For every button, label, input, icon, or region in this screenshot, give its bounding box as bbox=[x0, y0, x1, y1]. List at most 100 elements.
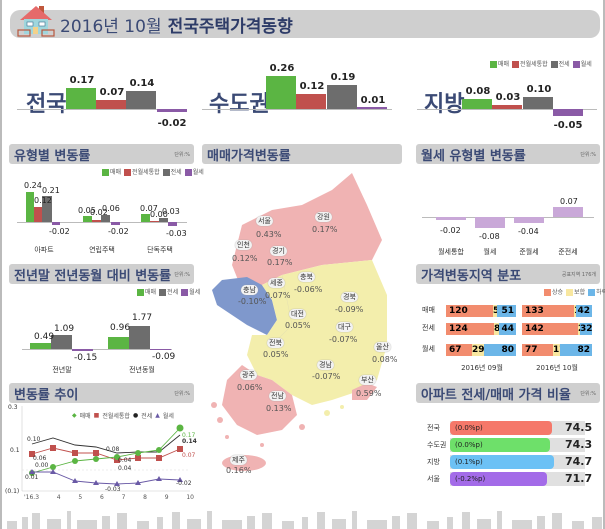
dist-label-sale: 매매 bbox=[422, 306, 435, 314]
region-chungbuk-value: -0.06% bbox=[294, 285, 323, 294]
region-gyeonggi-value: 0.17% bbox=[267, 258, 293, 267]
legend-jeonse-swatch bbox=[550, 61, 558, 68]
ratio-label-seoul: 서울 bbox=[427, 475, 440, 483]
bar-yearend-sale bbox=[30, 343, 51, 349]
val-national-sale: 0.17 bbox=[69, 75, 95, 86]
region-incheon[interactable]: 인천 bbox=[235, 240, 252, 250]
monthly-type-title: 월세 유형별 변동률 bbox=[421, 149, 526, 164]
dist-fall: 32 bbox=[580, 323, 593, 335]
region-gyeongbuk[interactable]: 경북 bbox=[341, 292, 358, 302]
bar-yearend-jeonse bbox=[51, 335, 72, 349]
summary-label-national: 전국 bbox=[26, 92, 67, 117]
region-jeju[interactable]: 제주 bbox=[230, 455, 247, 465]
bar-rowhouse-sale bbox=[83, 216, 92, 222]
monthly-type-title-bar: 월세 유형별 변동률 단위:% bbox=[416, 144, 600, 164]
val-rowhouse-combined: 0.02 bbox=[90, 208, 108, 217]
label-yearend: 전년말 bbox=[52, 366, 72, 374]
bar-yearend-monthly bbox=[72, 349, 93, 351]
dist-label-monthly: 월세 bbox=[422, 345, 435, 353]
dist-fall: 44 bbox=[499, 323, 516, 335]
distribution-title: 가격변동지역 분포 bbox=[421, 269, 522, 284]
val-apt-jeonse: 0.21 bbox=[42, 186, 60, 195]
ratio-title-bar: 아파트 전세/매매 가격 비율 단위:% bbox=[416, 383, 600, 403]
dist-row-sale-oct: 133 1 42 bbox=[522, 305, 592, 317]
region-gyeonggi[interactable]: 경기 bbox=[270, 246, 287, 256]
dist-period-sep: 2016년 09월 bbox=[461, 364, 503, 372]
dist-row-monthly-sep: 67 29 80 bbox=[446, 344, 516, 356]
top-legend: 매매 전월세통합 전세 월세 bbox=[490, 59, 592, 68]
region-ulsan[interactable]: 울산 bbox=[374, 342, 391, 352]
val-provinces-jeonse: 0.10 bbox=[526, 84, 552, 95]
region-chungnam[interactable]: 충남 bbox=[241, 285, 258, 295]
region-daejeon[interactable]: 대전 bbox=[289, 309, 306, 319]
legend-sale: 매매 bbox=[145, 289, 157, 296]
bar-capital-sale bbox=[266, 76, 296, 109]
dist-flat: 29 bbox=[472, 344, 485, 356]
ratio-value-seoul: 71.7 bbox=[565, 472, 593, 485]
dist-fall: 42 bbox=[576, 305, 592, 317]
distribution-legend: 상승 보합 하락 bbox=[544, 287, 605, 296]
type-change-unit: 단위:% bbox=[174, 152, 190, 158]
label-lastyear: 전년동월 bbox=[129, 366, 155, 374]
legend-combined: 전월세통합 bbox=[520, 61, 548, 68]
legend-monthly: 월세 bbox=[162, 413, 174, 420]
ratio-label-national: 전국 bbox=[427, 424, 440, 432]
bar-provinces-combined bbox=[492, 105, 522, 109]
region-jeonnam[interactable]: 전남 bbox=[269, 391, 286, 401]
trend-unit: 단위:% bbox=[174, 391, 190, 397]
trend-label-monthly-jul: -0.03 bbox=[105, 486, 121, 493]
region-seoul[interactable]: 서울 bbox=[256, 216, 273, 226]
region-busan[interactable]: 부산 bbox=[359, 375, 376, 385]
dist-rise: 142 bbox=[522, 323, 578, 335]
title-main: 전국주택가격동향 bbox=[167, 17, 293, 37]
val-apt-sale: 0.24 bbox=[24, 181, 42, 190]
distribution-unit: 공표지역 176개 bbox=[561, 272, 596, 278]
bar-monthly-combined bbox=[436, 217, 466, 220]
bar-detached-jeonse bbox=[159, 218, 168, 222]
trend-label-jeonse-start: 0.10 bbox=[27, 436, 41, 443]
bar-provinces-monthly bbox=[553, 109, 583, 116]
ratio-title: 아파트 전세/매매 가격 비율 bbox=[421, 388, 571, 403]
region-gangwon[interactable]: 강원 bbox=[315, 212, 332, 222]
region-sejong-value: 0.07% bbox=[265, 291, 291, 300]
trend-ytick-neg0.1: (0.1) bbox=[5, 488, 20, 495]
legend-jeonse: 전세 bbox=[558, 61, 570, 68]
val-detached-monthly: -0.03 bbox=[166, 229, 187, 238]
bar-lastyear-sale bbox=[108, 337, 129, 349]
region-sejong[interactable]: 세종 bbox=[268, 278, 285, 288]
ratio-value-capital: 74.3 bbox=[565, 438, 593, 451]
map-title-bar: 매매가격변동률 bbox=[202, 144, 402, 164]
region-gangwon-value: 0.17% bbox=[312, 225, 338, 234]
ratio-bar-capital: (0.0%p) bbox=[450, 438, 550, 452]
bar-rowhouse-jeonse bbox=[101, 215, 110, 222]
bar-lastyear-jeonse bbox=[129, 326, 150, 349]
yoy-legend: 매매 전세 월세 bbox=[137, 287, 200, 296]
region-gyeongnam[interactable]: 경남 bbox=[317, 360, 334, 370]
dist-flat: 5 bbox=[493, 305, 499, 317]
val-capital-combined: 0.12 bbox=[299, 81, 325, 92]
korea-map bbox=[211, 173, 387, 471]
region-gwangju[interactable]: 광주 bbox=[240, 370, 257, 380]
region-chungbuk[interactable]: 충북 bbox=[298, 272, 315, 282]
bar-provinces-jeonse bbox=[523, 97, 553, 109]
legend-sale-swatch bbox=[490, 61, 497, 68]
xtick: 4 bbox=[56, 494, 61, 501]
val-lastyear-monthly: -0.09 bbox=[152, 352, 176, 362]
val-national-combined: 0.07 bbox=[99, 87, 125, 98]
legend-monthly-swatch bbox=[572, 61, 580, 68]
legend-sale: 매매 bbox=[79, 413, 91, 420]
bar-apt-combined bbox=[34, 207, 42, 222]
legend-combined: 전월세통합 bbox=[102, 413, 130, 420]
region-daegu[interactable]: 대구 bbox=[336, 322, 353, 332]
region-jeonbuk[interactable]: 전북 bbox=[267, 338, 284, 348]
summary-axis-capital bbox=[202, 109, 392, 110]
ratio-value-provinces: 74.7 bbox=[565, 455, 593, 468]
val-apt-monthly: -0.02 bbox=[49, 227, 70, 236]
distribution-title-bar: 가격변동지역 분포 공표지역 176개 bbox=[416, 264, 600, 284]
dist-rise: 67 bbox=[446, 344, 472, 356]
trend-label-jeonse-end: 0.14 bbox=[182, 438, 197, 445]
bar-capital-combined bbox=[296, 94, 326, 109]
region-seoul-value: 0.43% bbox=[256, 230, 282, 239]
dist-row-jeonse-sep: 124 8 44 bbox=[446, 323, 516, 335]
region-ulsan-value: 0.08% bbox=[372, 355, 398, 364]
